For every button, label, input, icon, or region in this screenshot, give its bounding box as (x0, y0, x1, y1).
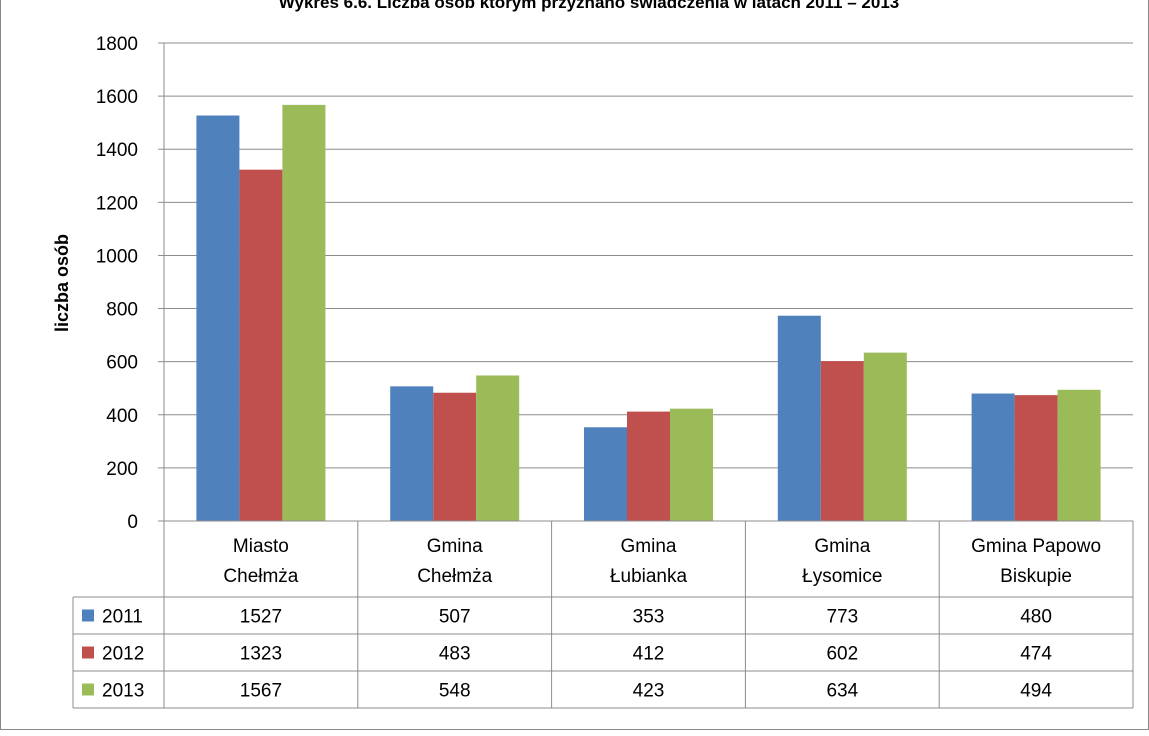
data-label: 507 (439, 607, 471, 628)
data-table: Miasto Chełmża Gmina Chełmża Gmina Łubianka Gm… (72, 520, 1134, 709)
data-label: 1567 (240, 681, 282, 702)
data-label: 480 (1020, 607, 1052, 628)
data-label: 412 (633, 644, 665, 665)
bar-2013 (1057, 389, 1101, 521)
y-tick-label: 200 (106, 459, 138, 480)
y-tick-label: 800 (106, 300, 138, 321)
legend-label: 2012 (102, 644, 144, 665)
data-label: 548 (439, 681, 471, 702)
bar-2012 (820, 361, 864, 521)
bars (196, 104, 1101, 522)
data-label: 602 (826, 644, 858, 665)
x-tick-label: Gmina (814, 536, 870, 557)
bar-2013 (476, 375, 520, 521)
bar-2011 (584, 427, 627, 521)
x-tick-label: Biskupie (1000, 566, 1072, 587)
x-tick-label: Łubianka (610, 566, 688, 587)
data-label: 423 (633, 681, 665, 702)
y-tick-label: 1400 (96, 140, 138, 161)
bar-2012 (239, 169, 283, 522)
data-label: 474 (1020, 644, 1052, 665)
x-tick-label: Łysomice (802, 566, 882, 587)
y-tick-label: 400 (106, 406, 138, 427)
data-label: 1323 (240, 644, 282, 665)
legend-swatch-2013 (82, 683, 94, 696)
legend-label: 2013 (102, 681, 144, 702)
x-tick-label: Chełmża (223, 566, 298, 587)
bar-2013 (863, 352, 907, 521)
data-label: 494 (1020, 681, 1052, 702)
legend-swatch-2011 (82, 609, 94, 622)
chart-title: Wykres 6.6. Liczba osób którym przyznano… (279, 0, 899, 12)
y-tick-label: 1800 (96, 34, 138, 55)
bar-2012 (1014, 395, 1058, 521)
data-label: 353 (633, 607, 665, 628)
y-tick-label: 0 (127, 512, 138, 533)
bar-2013 (670, 408, 713, 521)
data-label: 634 (826, 681, 858, 702)
legend-label: 2011 (102, 607, 143, 628)
bar-2011 (390, 386, 434, 521)
bar-2013 (282, 104, 326, 521)
y-tick-label: 1000 (96, 246, 138, 267)
legend-swatch-2012 (82, 646, 94, 659)
y-axis-label: liczba osób (52, 234, 72, 332)
bar-2012 (627, 411, 670, 521)
bar-2011 (971, 393, 1015, 521)
x-tick-label: Chełmża (417, 566, 492, 587)
y-tick-label: 1600 (96, 87, 138, 108)
x-tick-label: Gmina (427, 536, 483, 557)
data-label: 483 (439, 644, 471, 665)
y-tick-label: 600 (106, 353, 138, 374)
bar-2012 (433, 392, 477, 521)
x-tick-label: Gmina (621, 536, 677, 557)
bar-2011 (196, 115, 240, 521)
data-label: 773 (826, 607, 858, 628)
y-tick-label: 1200 (96, 193, 138, 214)
x-tick-label: Gmina Papowo (971, 536, 1101, 557)
data-label: 1527 (240, 607, 282, 628)
bar-2011 (777, 315, 821, 521)
x-tick-label: Miasto (233, 536, 289, 557)
